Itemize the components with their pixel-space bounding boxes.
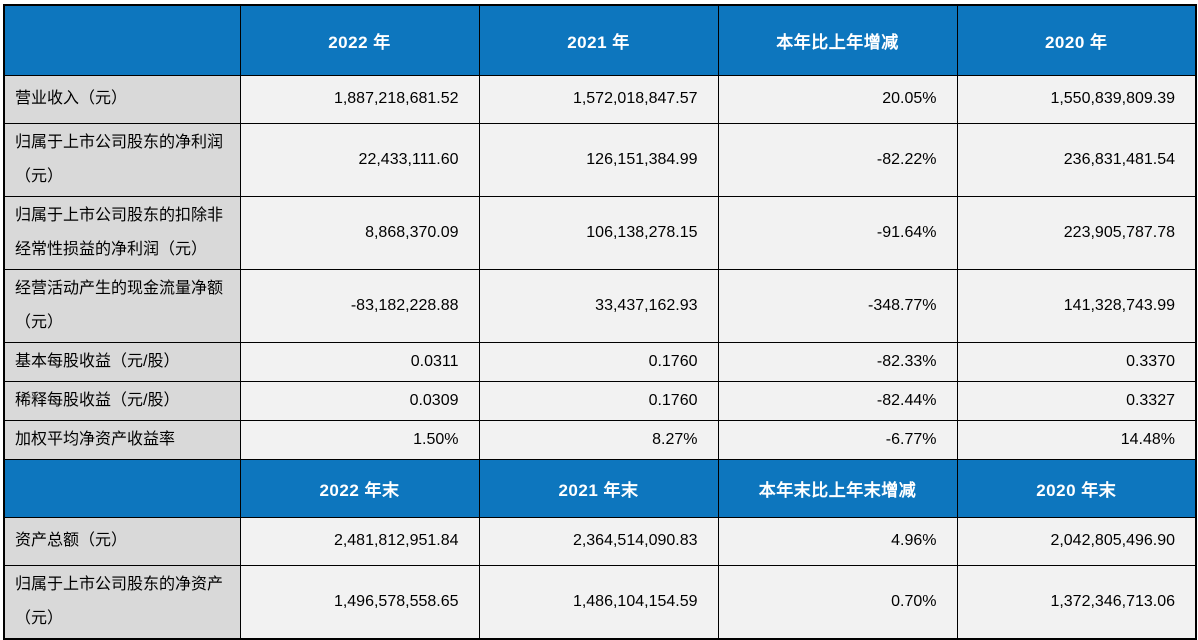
- table-row-total-assets: 资产总额（元） 2,481,812,951.84 2,364,514,090.8…: [3, 516, 1197, 566]
- row-label: 归属于上市公司股东的扣除非经常性损益的净利润（元）: [3, 195, 241, 270]
- cell-value: 1,372,346,713.06: [956, 564, 1197, 639]
- cell-value: 236,831,481.54: [956, 122, 1197, 197]
- row-label: 稀释每股收益（元/股）: [3, 380, 241, 421]
- cell-value: 1.50%: [239, 419, 480, 460]
- cell-value: 0.1760: [478, 341, 719, 382]
- cell-value: 8.27%: [478, 419, 719, 460]
- table-row-operating-cash-flow: 经营活动产生的现金流量净额（元） -83,182,228.88 33,437,1…: [3, 268, 1197, 343]
- cell-value: 126,151,384.99: [478, 122, 719, 197]
- cell-value: 1,486,104,154.59: [478, 564, 719, 639]
- cell-value: -82.22%: [717, 122, 958, 197]
- annual-header-row: 2022 年 2021 年 本年比上年增减 2020 年: [3, 4, 1197, 76]
- table-row-net-profit-excl-nonrecurring: 归属于上市公司股东的扣除非经常性损益的净利润（元） 8,868,370.09 1…: [3, 195, 1197, 270]
- col-header-2020-end: 2020 年末: [956, 458, 1197, 518]
- row-label: 归属于上市公司股东的净资产（元）: [3, 564, 241, 639]
- cell-value: -82.33%: [717, 341, 958, 382]
- row-label: 加权平均净资产收益率: [3, 419, 241, 460]
- cell-value: 2,481,812,951.84: [239, 516, 480, 566]
- cell-value: 4.96%: [717, 516, 958, 566]
- cell-value: -82.44%: [717, 380, 958, 421]
- cell-value: 20.05%: [717, 74, 958, 124]
- cell-value: 22,433,111.60: [239, 122, 480, 197]
- col-header-2022: 2022 年: [239, 4, 480, 76]
- cell-value: 1,572,018,847.57: [478, 74, 719, 124]
- financial-summary-table: 2022 年 2021 年 本年比上年增减 2020 年 营业收入（元） 1,8…: [3, 4, 1197, 640]
- table-row-revenue: 营业收入（元） 1,887,218,681.52 1,572,018,847.5…: [3, 74, 1197, 124]
- cell-value: 8,868,370.09: [239, 195, 480, 270]
- row-label: 基本每股收益（元/股）: [3, 341, 241, 382]
- cell-value: 0.0311: [239, 341, 480, 382]
- cell-value: 1,887,218,681.52: [239, 74, 480, 124]
- table-row-diluted-eps: 稀释每股收益（元/股） 0.0309 0.1760 -82.44% 0.3327: [3, 380, 1197, 421]
- cell-value: 0.3370: [956, 341, 1197, 382]
- cell-value: 141,328,743.99: [956, 268, 1197, 343]
- row-label: 资产总额（元）: [3, 516, 241, 566]
- col-header-2022-end: 2022 年末: [239, 458, 480, 518]
- cell-value: 1,496,578,558.65: [239, 564, 480, 639]
- col-header-yoy-change: 本年比上年增减: [717, 4, 958, 76]
- col-header-2021-end: 2021 年末: [478, 458, 719, 518]
- cell-value: -348.77%: [717, 268, 958, 343]
- cell-value: -6.77%: [717, 419, 958, 460]
- table-row-net-profit: 归属于上市公司股东的净利润（元） 22,433,111.60 126,151,3…: [3, 122, 1197, 197]
- year-end-header-row: 2022 年末 2021 年末 本年末比上年末增减 2020 年末: [3, 458, 1197, 518]
- cell-value: -91.64%: [717, 195, 958, 270]
- table-row-net-assets: 归属于上市公司股东的净资产（元） 1,496,578,558.65 1,486,…: [3, 564, 1197, 639]
- row-label: 归属于上市公司股东的净利润（元）: [3, 122, 241, 197]
- corner-cell: [3, 4, 241, 76]
- row-label: 经营活动产生的现金流量净额（元）: [3, 268, 241, 343]
- cell-value: 0.70%: [717, 564, 958, 639]
- col-header-year-end-change: 本年末比上年末增减: [717, 458, 958, 518]
- cell-value: 1,550,839,809.39: [956, 74, 1197, 124]
- cell-value: 223,905,787.78: [956, 195, 1197, 270]
- cell-value: -83,182,228.88: [239, 268, 480, 343]
- cell-value: 2,364,514,090.83: [478, 516, 719, 566]
- corner-cell: [3, 458, 241, 518]
- cell-value: 0.3327: [956, 380, 1197, 421]
- cell-value: 106,138,278.15: [478, 195, 719, 270]
- cell-value: 33,437,162.93: [478, 268, 719, 343]
- cell-value: 0.0309: [239, 380, 480, 421]
- table-row-basic-eps: 基本每股收益（元/股） 0.0311 0.1760 -82.33% 0.3370: [3, 341, 1197, 382]
- col-header-2020: 2020 年: [956, 4, 1197, 76]
- cell-value: 14.48%: [956, 419, 1197, 460]
- table-row-weighted-avg-roe: 加权平均净资产收益率 1.50% 8.27% -6.77% 14.48%: [3, 419, 1197, 460]
- row-label: 营业收入（元）: [3, 74, 241, 124]
- cell-value: 0.1760: [478, 380, 719, 421]
- col-header-2021: 2021 年: [478, 4, 719, 76]
- cell-value: 2,042,805,496.90: [956, 516, 1197, 566]
